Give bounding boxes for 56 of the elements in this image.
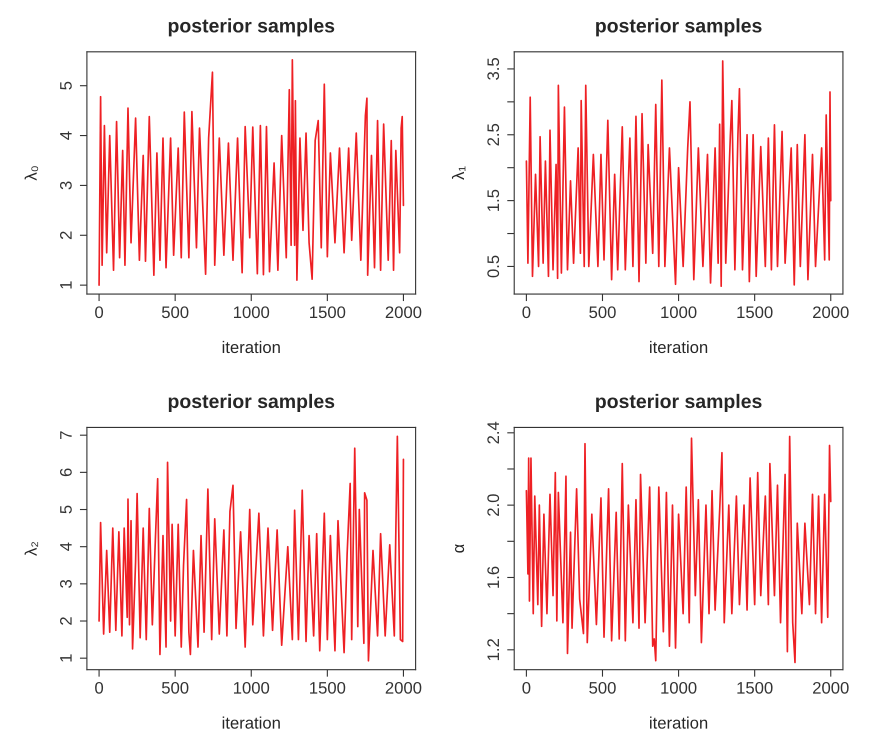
line-series	[98, 435, 404, 662]
line-series	[526, 60, 832, 288]
line-series	[526, 436, 832, 664]
x-tick-label: 1000	[234, 306, 270, 318]
x-tick-label: 0	[95, 306, 104, 318]
y-axis-title: λ₁	[452, 166, 466, 180]
x-tick-label: 1000	[661, 306, 696, 318]
y-tick-label: 4	[60, 131, 72, 140]
y-axis-title: α	[455, 544, 464, 553]
chart-title: posterior samples	[596, 18, 762, 36]
x-tick-label: 1500	[737, 682, 773, 694]
y-tick-label: 6	[60, 468, 72, 476]
y-tick-label: 1.2	[487, 639, 499, 660]
chart-title: posterior samples	[168, 18, 334, 36]
x-tick-label: 1500	[310, 682, 346, 694]
y-tick-label: 3	[60, 580, 72, 588]
chart-title: posterior samples	[168, 394, 334, 412]
x-tick-label: 2000	[813, 306, 849, 318]
y-tick-label: 2	[60, 617, 72, 625]
x-tick-label: 0	[95, 682, 104, 694]
y-tick-label: 7	[60, 431, 72, 439]
y-tick-label: 4	[60, 542, 72, 551]
y-tick-label: 3	[60, 182, 72, 190]
y-tick-label: 5	[60, 506, 72, 514]
y-tick-label: 1	[60, 281, 72, 288]
y-tick-label: 2	[60, 231, 72, 240]
x-tick-label: 500	[589, 306, 616, 318]
y-tick-label: 2.5	[487, 124, 500, 146]
y-tick-label: 1	[60, 654, 72, 662]
x-axis-title: iteration	[650, 340, 708, 354]
y-tick-label: 2.0	[487, 494, 500, 516]
y-tick-label: 2.4	[487, 422, 499, 444]
line-series	[98, 58, 404, 286]
x-tick-label: 1500	[737, 306, 773, 318]
chart-title: posterior samples	[596, 394, 762, 412]
x-axis-title: iteration	[650, 716, 708, 729]
y-axis-title: λ₂	[24, 542, 38, 556]
x-axis-title: iteration	[222, 340, 280, 354]
x-tick-label: 500	[162, 306, 188, 318]
x-tick-label: 1000	[234, 682, 270, 694]
x-tick-label: 1500	[310, 306, 346, 318]
y-tick-label: 0.5	[487, 256, 500, 278]
x-tick-label: 0	[522, 306, 530, 318]
x-axis-title: iteration	[222, 716, 280, 729]
y-axis-title: λ₀	[24, 166, 38, 180]
y-tick-label: 5	[60, 82, 72, 90]
x-tick-label: 500	[589, 682, 616, 694]
y-tick-label: 3.5	[487, 58, 500, 80]
y-tick-label: 1.6	[487, 566, 500, 588]
x-tick-label: 2000	[813, 682, 849, 694]
x-tick-label: 2000	[386, 682, 422, 694]
x-tick-label: 2000	[386, 306, 422, 318]
x-tick-label: 500	[162, 682, 188, 694]
y-tick-label: 1.5	[487, 190, 500, 211]
x-tick-label: 1000	[661, 682, 696, 694]
x-tick-label: 0	[522, 682, 530, 694]
